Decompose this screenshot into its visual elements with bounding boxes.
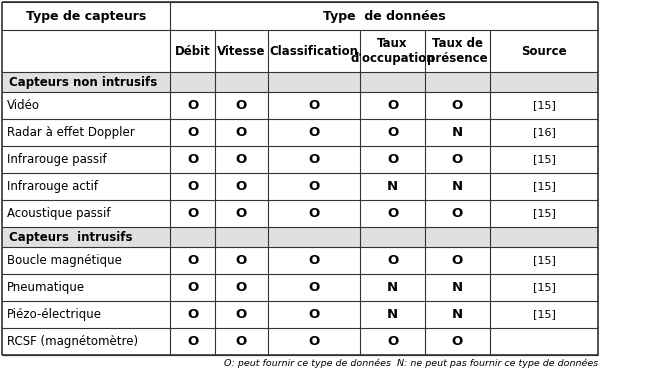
Text: O: O [309, 180, 320, 193]
Text: O: O [236, 180, 247, 193]
Text: O: O [309, 308, 320, 321]
Text: Capteurs  intrusifs: Capteurs intrusifs [9, 230, 133, 243]
Text: O: O [187, 281, 198, 294]
Text: N: N [387, 281, 398, 294]
Text: O: O [387, 207, 398, 220]
Text: Vitesse: Vitesse [217, 45, 266, 58]
Text: O: O [309, 281, 320, 294]
Text: O: O [309, 153, 320, 166]
Text: O: O [187, 335, 198, 348]
Text: O: O [187, 99, 198, 112]
Text: Capteurs non intrusifs: Capteurs non intrusifs [9, 76, 157, 89]
Text: RCSF (magnétomètre): RCSF (magnétomètre) [7, 335, 138, 348]
Text: [15]: [15] [532, 256, 555, 265]
Text: [15]: [15] [532, 310, 555, 319]
Text: O: O [387, 126, 398, 139]
Text: [15]: [15] [532, 100, 555, 111]
Text: [15]: [15] [532, 154, 555, 165]
Text: O: O [452, 99, 463, 112]
Text: O: O [187, 126, 198, 139]
Text: Taux
d'occupation: Taux d'occupation [350, 37, 435, 65]
Text: N: N [452, 281, 463, 294]
Text: N: N [452, 180, 463, 193]
Text: Vidéo: Vidéo [7, 99, 40, 112]
Text: O: peut fournir ce type de données  N: ne peut pas fournir ce type de données: O: peut fournir ce type de données N: ne… [224, 358, 598, 368]
Text: Type de capteurs: Type de capteurs [26, 9, 146, 22]
Text: O: O [236, 254, 247, 267]
Text: O: O [387, 153, 398, 166]
Text: Boucle magnétique: Boucle magnétique [7, 254, 122, 267]
Text: O: O [452, 254, 463, 267]
Text: O: O [309, 207, 320, 220]
Text: [15]: [15] [532, 283, 555, 292]
Text: O: O [236, 281, 247, 294]
Bar [2, 227, 598, 247]
Text: Source: Source [521, 45, 567, 58]
Text: O: O [309, 335, 320, 348]
Text: Classification: Classification [269, 45, 358, 58]
Text: N: N [452, 308, 463, 321]
Text: N: N [387, 180, 398, 193]
Text: O: O [309, 99, 320, 112]
Text: Acoustique passif: Acoustique passif [7, 207, 111, 220]
Text: O: O [387, 99, 398, 112]
Text: O: O [236, 308, 247, 321]
Text: [15]: [15] [532, 181, 555, 192]
Text: Taux de
présence: Taux de présence [427, 37, 488, 65]
Text: O: O [236, 335, 247, 348]
Text: Infrarouge actif: Infrarouge actif [7, 180, 98, 193]
Text: O: O [452, 153, 463, 166]
Text: Type  de données: Type de données [322, 9, 445, 22]
Text: [16]: [16] [532, 127, 555, 138]
Text: O: O [187, 308, 198, 321]
Text: Pneumatique: Pneumatique [7, 281, 85, 294]
Text: O: O [309, 126, 320, 139]
Text: O: O [236, 207, 247, 220]
Text: O: O [236, 153, 247, 166]
Text: Infrarouge passif: Infrarouge passif [7, 153, 107, 166]
Text: O: O [452, 335, 463, 348]
Text: O: O [187, 254, 198, 267]
Text: O: O [236, 99, 247, 112]
Text: O: O [387, 254, 398, 267]
Text: N: N [387, 308, 398, 321]
Text: O: O [187, 207, 198, 220]
Text: O: O [236, 126, 247, 139]
Text: O: O [452, 207, 463, 220]
Text: O: O [187, 180, 198, 193]
Text: [15]: [15] [532, 209, 555, 218]
Text: Piézo-électrique: Piézo-électrique [7, 308, 102, 321]
Bar [2, 72, 598, 92]
Text: O: O [187, 153, 198, 166]
Text: O: O [387, 335, 398, 348]
Text: Radar à effet Doppler: Radar à effet Doppler [7, 126, 135, 139]
Text: Débit: Débit [175, 45, 211, 58]
Text: O: O [309, 254, 320, 267]
Text: N: N [452, 126, 463, 139]
